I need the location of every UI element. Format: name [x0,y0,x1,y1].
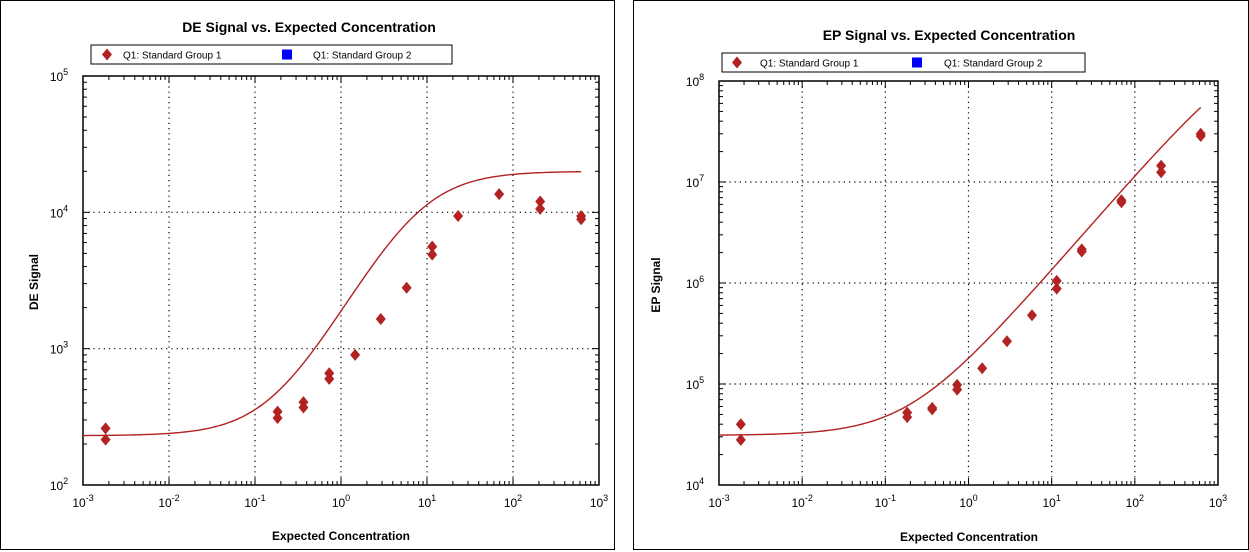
data-point [1116,196,1127,209]
x-tick-label: 101 [418,493,436,510]
legend-label-group-1: Q1: Standard Group 1 [123,51,222,62]
y-tick-label: 104 [686,476,704,493]
plot-area: 10-3 10-2 10-1 100 101 102 103 102 103 104 105 [50,67,608,510]
x-tick-label: 10-3 [708,493,729,510]
data-point [401,281,412,294]
x-axis-label: Expected Concentration [900,530,1038,544]
chart-title: DE Signal vs. Expected Concentration [182,19,436,35]
x-tick-label: 100 [332,493,350,510]
chart-title: EP Signal vs. Expected Concentration [823,27,1076,43]
x-tick-label: 10-2 [158,493,179,510]
x-tick-label: 10-3 [72,493,93,510]
x-axis-label: Expected Concentration [272,529,410,543]
legend-box [90,44,453,65]
x-tick-label: 10-2 [791,493,812,510]
legend-marker-group-1 [102,48,112,61]
data-point [952,383,963,396]
fit-curve [82,170,582,437]
y-axis-label: EP Signal [649,257,663,312]
legend-label-group-2: Q1: Standard Group 2 [313,51,412,62]
y-tick-label: 102 [50,476,68,493]
y-tick-label: 104 [50,203,68,220]
data-point [1051,274,1062,287]
data-point [1051,282,1062,295]
legend-marker-group-2 [912,57,922,68]
y-tick-label: 103 [50,340,68,357]
legend-label-group-1: Q1: Standard Group 1 [760,59,859,70]
data-point [1076,245,1087,258]
data-point [272,412,283,425]
legend-box [721,52,1086,73]
x-tick-label: 10-1 [875,493,896,510]
data-point [494,188,505,201]
x-tick-label: 103 [590,493,608,510]
data-point [1195,130,1206,143]
data-point [427,240,438,253]
data-point [735,433,746,446]
data-point [350,348,361,361]
x-tick-label: 102 [1126,493,1144,510]
data-point [324,372,335,385]
chart-panel-ep-signal: EP Signal vs. Expected Concentration Exp… [633,0,1249,550]
data-point [1156,159,1167,172]
y-axis-label: DE Signal [27,254,41,310]
data-point [927,403,938,416]
x-tick-label: 10-1 [244,493,265,510]
y-tick-label: 107 [686,173,704,190]
y-tick-label: 106 [686,274,704,291]
data-point [272,405,283,418]
de-signal-chart-svg: DE Signal vs. Expected Concentration Exp… [27,19,608,543]
legend-marker-group-2 [282,49,292,60]
legend-label-group-2: Q1: Standard Group 2 [944,59,1043,70]
data-point [1001,335,1012,348]
data-point [453,209,464,222]
chart-panel-de-signal: DE Signal vs. Expected Concentration Exp… [0,0,615,550]
plot-frame [82,75,600,486]
y-tick-label: 105 [50,67,68,84]
x-tick-label: 102 [504,493,522,510]
data-point [100,422,111,435]
fit-curve [718,106,1202,436]
data-point [1156,166,1167,179]
data-point [298,401,309,414]
data-point [977,362,988,375]
data-point [1026,309,1037,322]
data-point [427,248,438,261]
y-tick-label: 105 [686,375,704,392]
x-tick-label: 103 [1209,493,1227,510]
y-tick-label: 108 [686,72,704,89]
data-point [576,213,587,226]
legend-marker-group-1 [732,56,742,69]
data-point [535,202,546,215]
x-tick-label: 100 [959,493,977,510]
data-point [535,195,546,208]
x-tick-label: 101 [1042,493,1060,510]
data-point [902,411,913,424]
data-point [735,418,746,431]
data-point [100,433,111,446]
ep-signal-chart-svg: EP Signal vs. Expected Concentration Exp… [649,27,1227,544]
plot-area: 10-3 10-2 10-1 100 101 102 103 104 105 106 107 108 [686,72,1227,510]
data-point [375,313,386,326]
